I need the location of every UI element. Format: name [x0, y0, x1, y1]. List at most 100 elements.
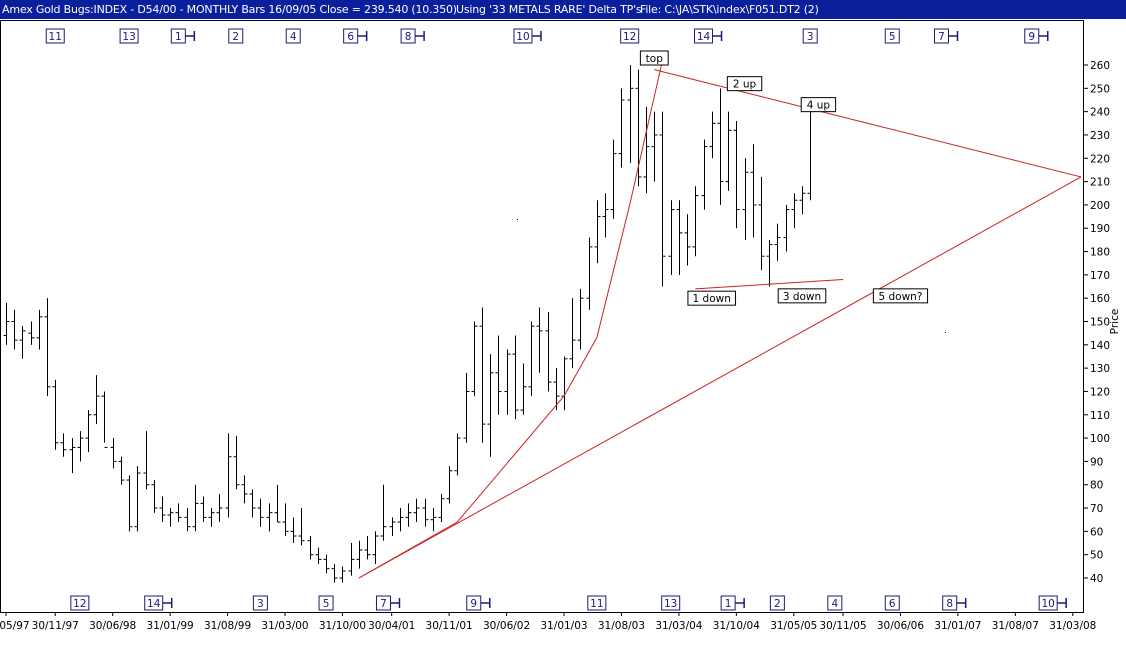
price-bar	[389, 517, 396, 537]
price-bar	[3, 302, 10, 345]
price-bar	[569, 298, 576, 369]
price-bar	[85, 410, 92, 453]
price-bar	[60, 433, 67, 457]
price-bar	[479, 307, 486, 443]
annotation-label: 3 down	[783, 291, 821, 303]
y-tick-label: 60	[1090, 526, 1103, 538]
price-bar	[799, 186, 806, 215]
x-tick-label: 30/06/06	[877, 620, 924, 632]
trend-line	[654, 69, 1082, 178]
price-bar	[77, 431, 84, 462]
y-axis-label: Price	[1109, 309, 1121, 335]
price-bar	[602, 193, 609, 238]
top-marker-box	[228, 28, 244, 44]
price-bar	[339, 566, 346, 583]
price-bar	[520, 363, 527, 415]
annotation-label: 5 down?	[878, 291, 922, 303]
price-bar	[348, 543, 355, 576]
price-bar	[225, 433, 232, 518]
bottom-marker-box	[318, 595, 334, 611]
price-bar	[627, 65, 634, 163]
price-bar	[807, 106, 814, 201]
price-bar	[69, 438, 76, 474]
annotation-label: top	[646, 53, 664, 65]
price-bar	[298, 508, 305, 546]
y-tick-label: 150	[1090, 317, 1110, 329]
price-bar	[495, 335, 502, 415]
bottom-marker-box	[884, 595, 900, 611]
price-bar	[758, 176, 765, 271]
price-bar	[684, 214, 691, 266]
bottom-marker-label: 11	[590, 598, 603, 610]
bottom-marker-box	[70, 595, 90, 611]
price-bar	[331, 564, 338, 583]
price-bar	[487, 354, 494, 457]
annotation-label: 4 up	[807, 100, 831, 112]
trend-line	[358, 176, 1082, 579]
x-tick-label: 31/10/04	[713, 620, 760, 632]
price-bar	[594, 200, 601, 264]
price-bar	[422, 498, 429, 527]
chart-title: Amex Gold Bugs:INDEX - D54/00 - MONTHLY …	[2, 3, 457, 16]
price-bar	[717, 88, 724, 205]
x-tick-label: 31/01/07	[934, 620, 981, 632]
y-tick-label: 50	[1090, 550, 1103, 562]
price-bar	[372, 531, 379, 565]
price-bar	[134, 466, 141, 532]
price-bar	[323, 554, 330, 574]
x-tick-label: 30/11/97	[32, 620, 79, 632]
x-tick-label: 31/03/04	[655, 620, 702, 632]
price-chart[interactable]: 4050607080901001101201301401501601701801…	[0, 19, 1126, 646]
y-tick-label: 80	[1090, 480, 1103, 492]
price-bar	[93, 375, 100, 425]
y-tick-label: 170	[1090, 270, 1110, 282]
y-tick-label: 230	[1090, 130, 1110, 142]
price-bar	[577, 288, 584, 350]
price-bar	[44, 298, 51, 397]
price-bar	[643, 106, 650, 194]
x-tick-label: 30/04/01	[368, 620, 415, 632]
bottom-marker-label: 3	[257, 598, 264, 610]
bottom-marker-label: 9	[470, 598, 477, 610]
price-bar	[586, 237, 593, 310]
bottom-marker-label: 13	[664, 598, 677, 610]
price-bar	[742, 158, 749, 240]
price-bar	[397, 508, 404, 532]
price-bar	[208, 508, 215, 527]
top-marker-label: 12	[623, 31, 636, 43]
price-bar	[783, 204, 790, 252]
y-tick-label: 140	[1090, 340, 1110, 352]
price-bar	[110, 438, 117, 469]
top-marker-box	[802, 28, 818, 44]
annotation-box	[800, 97, 837, 113]
bottom-marker-label: 2	[774, 598, 781, 610]
x-tick-label: 30/06/02	[483, 620, 530, 632]
bottom-marker-label: 12	[73, 598, 86, 610]
top-marker-box	[884, 28, 900, 44]
price-bar	[791, 193, 798, 229]
x-tick-label: 30/11/01	[426, 620, 473, 632]
y-tick-label: 210	[1090, 177, 1110, 189]
price-bar	[692, 186, 699, 257]
price-bar	[159, 496, 166, 523]
y-tick-label: 110	[1090, 410, 1110, 422]
annotation-box	[872, 288, 929, 304]
bottom-marker-box	[252, 595, 268, 611]
price-bar	[545, 312, 552, 392]
price-bar	[175, 503, 182, 523]
price-bar	[143, 431, 150, 490]
bottom-marker-box	[661, 595, 681, 611]
price-bar	[463, 372, 470, 443]
price-bar	[504, 349, 511, 415]
top-marker-label: 1	[175, 31, 182, 43]
price-bar	[192, 484, 199, 532]
price-bar	[405, 503, 412, 527]
bottom-marker-box	[587, 595, 607, 611]
price-bar	[709, 111, 716, 159]
price-bar	[701, 139, 708, 210]
top-marker-label: 2	[232, 31, 239, 43]
x-tick-label: 31/08/07	[992, 620, 1039, 632]
price-bar	[446, 466, 453, 504]
price-bar	[668, 200, 675, 275]
x-tick-label: 31/10/00	[319, 620, 366, 632]
